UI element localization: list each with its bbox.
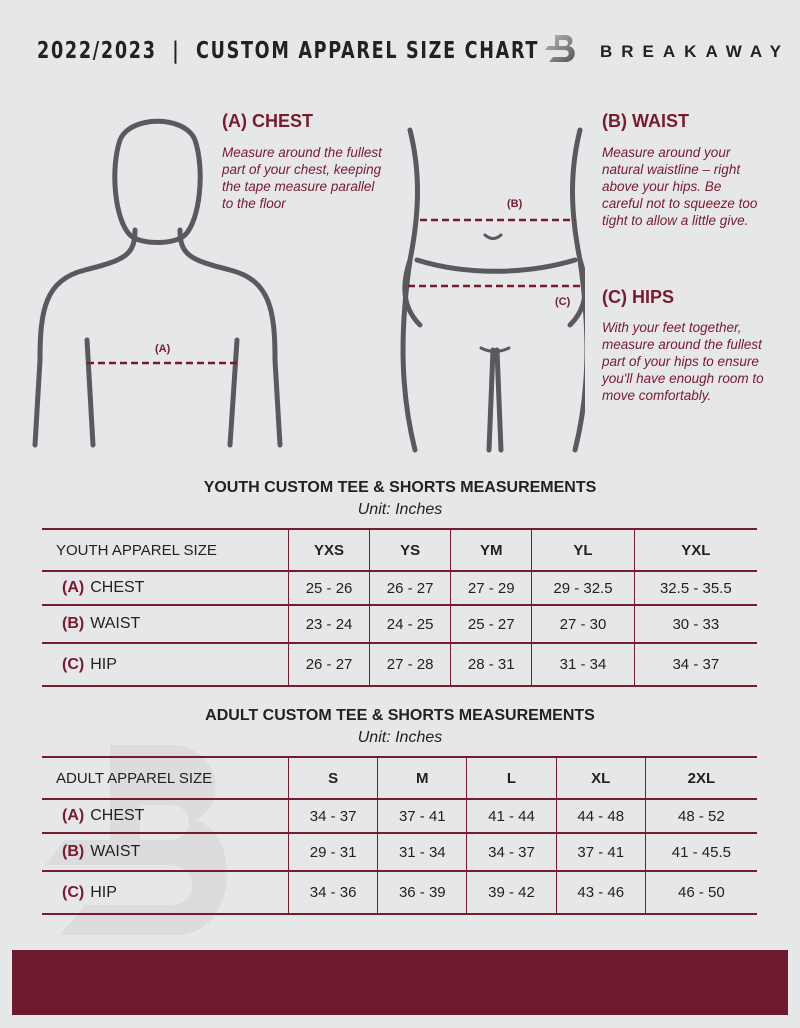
header-cell: ADULT APPAREL SIZE — [42, 756, 289, 800]
header-cell: YM — [450, 528, 532, 572]
header-cell: YS — [369, 528, 451, 572]
footer-band — [12, 950, 788, 1015]
table-header-row: YOUTH APPAREL SIZE YXS YS YM YL YXL — [42, 528, 757, 572]
row-label: (C) HIP — [42, 642, 289, 687]
cell: 27 - 29 — [450, 570, 532, 606]
table-row: (C) HIP 26 - 27 27 - 28 28 - 31 31 - 34 3… — [42, 642, 757, 687]
cell: 37 - 41 — [377, 798, 467, 834]
table-header-row: ADULT APPAREL SIZE S M L XL 2XL — [42, 756, 757, 800]
header-cell: M — [377, 756, 467, 800]
cell: 25 - 27 — [450, 604, 532, 644]
cell: 34 - 37 — [466, 832, 557, 872]
cell: 34 - 36 — [287, 870, 378, 915]
waist-marker: (B) — [507, 198, 523, 210]
cell: 25 - 26 — [287, 570, 370, 606]
header-cell: YXL — [633, 528, 757, 572]
table-row: (A) CHEST 34 - 37 37 - 41 41 - 44 44 - 48… — [42, 798, 757, 834]
cell: 32.5 - 35.5 — [633, 570, 757, 606]
cell: 26 - 27 — [369, 570, 451, 606]
adult-table-title: ADULT CUSTOM TEE & SHORTS MEASUREMENTS — [205, 707, 595, 724]
brand-name: BREAKAWAY — [600, 42, 790, 61]
row-label: (B) WAIST — [42, 604, 289, 644]
hips-heading: (C) HIPS — [602, 287, 674, 307]
header-cell: YXS — [287, 528, 370, 572]
breakaway-logo-icon — [545, 35, 575, 62]
row-label: (A) CHEST — [42, 798, 289, 834]
hips-description: With your feet together, measure around … — [602, 320, 764, 403]
youth-size-table: YOUTH APPAREL SIZE YXS YS YM YL YXL (A) C… — [42, 528, 757, 687]
cell: 44 - 48 — [555, 798, 646, 834]
cell: 31 - 34 — [531, 642, 635, 687]
cell: 24 - 25 — [369, 604, 451, 644]
cell: 23 - 24 — [287, 604, 370, 644]
header-cell: YOUTH APPAREL SIZE — [42, 528, 289, 572]
header-cell: S — [287, 756, 378, 800]
cell: 30 - 33 — [633, 604, 757, 644]
header-cell: XL — [555, 756, 646, 800]
hips-marker: (C) — [555, 296, 571, 308]
cell: 39 - 42 — [466, 870, 557, 915]
chest-marker: (A) — [155, 343, 171, 355]
cell: 46 - 50 — [644, 870, 757, 915]
cell: 29 - 31 — [287, 832, 378, 872]
row-label: (B) WAIST — [42, 832, 289, 872]
cell: 31 - 34 — [377, 832, 467, 872]
cell: 34 - 37 — [633, 642, 757, 687]
cell: 27 - 30 — [531, 604, 635, 644]
cell: 43 - 46 — [555, 870, 646, 915]
cell: 34 - 37 — [287, 798, 378, 834]
cell: 26 - 27 — [287, 642, 370, 687]
header-cell: L — [466, 756, 557, 800]
waist-heading: (B) WAIST — [602, 111, 689, 131]
table-row: (C) HIP 34 - 36 36 - 39 39 - 42 43 - 46 4… — [42, 870, 757, 915]
waist-description: Measure around your natural waistline – … — [602, 145, 758, 228]
cell: 48 - 52 — [644, 798, 757, 834]
body-measurement-illustration — [32, 118, 585, 453]
cell: 29 - 32.5 — [531, 570, 635, 606]
cell: 36 - 39 — [377, 870, 467, 915]
youth-table-title: YOUTH CUSTOM TEE & SHORTS MEASUREMENTS — [203, 479, 597, 496]
cell: 27 - 28 — [369, 642, 451, 687]
cell: 41 - 44 — [466, 798, 557, 834]
row-label: (C) HIP — [42, 870, 289, 915]
chest-heading: (A) CHEST — [222, 111, 313, 131]
cell: 37 - 41 — [555, 832, 646, 872]
header-cell: YL — [531, 528, 635, 572]
page-title: 2022/2023 | CUSTOM APPAREL SIZE CHART — [37, 38, 540, 64]
chest-description: Measure around the fullest part of your … — [222, 145, 382, 211]
table-row: (B) WAIST 23 - 24 24 - 25 25 - 27 27 - 30… — [42, 604, 757, 644]
table-row: (A) CHEST 25 - 26 26 - 27 27 - 29 29 - 32… — [42, 570, 757, 606]
youth-table-unit: Unit: Inches — [357, 501, 443, 518]
row-label: (A) CHEST — [42, 570, 289, 606]
adult-table-unit: Unit: Inches — [357, 729, 443, 746]
cell: 41 - 45.5 — [644, 832, 757, 872]
header-cell: 2XL — [644, 756, 757, 800]
table-row: (B) WAIST 29 - 31 31 - 34 34 - 37 37 - 41… — [42, 832, 757, 872]
adult-size-table: ADULT APPAREL SIZE S M L XL 2XL (A) CHEST… — [42, 756, 757, 915]
cell: 28 - 31 — [450, 642, 532, 687]
